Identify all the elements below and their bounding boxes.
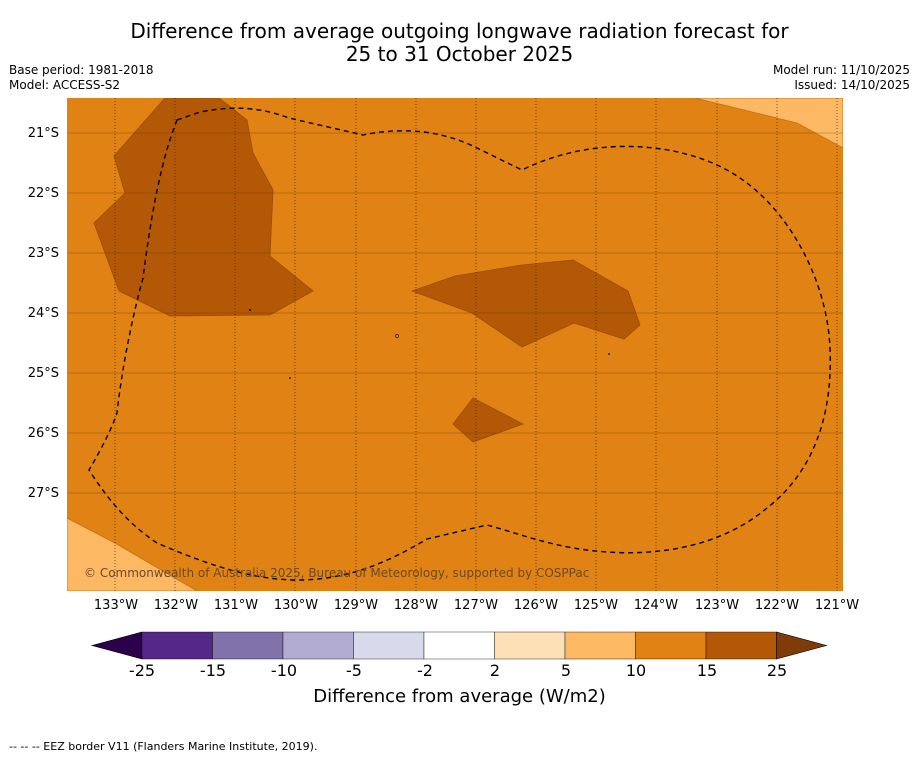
colorbar-tick: 2 — [489, 661, 501, 680]
base-period: Base period: 1981-2018 — [9, 63, 154, 77]
island-marker — [249, 309, 251, 311]
colorbar-tick: 15 — [696, 661, 718, 680]
model-name: Model: ACCESS-S2 — [9, 78, 121, 92]
lon-label: 129°W — [333, 598, 379, 613]
lat-gridlines — [67, 132, 843, 494]
colorbar-tick: -25 — [128, 661, 156, 680]
lon-label: 122°W — [754, 598, 800, 613]
sw-lighter-region — [67, 517, 198, 591]
lat-label: 23°S — [27, 246, 59, 261]
ne-lighter-region — [694, 98, 843, 149]
colorbar-label: Difference from average (W/m2) — [313, 686, 606, 707]
lat-label: 25°S — [27, 366, 59, 381]
colorbar-tick: -2 — [417, 661, 433, 680]
colorbar-tick: -5 — [346, 661, 362, 680]
lat-label: 27°S — [27, 486, 59, 501]
lon-label: 132°W — [153, 598, 199, 613]
issued-date: Issued: 14/10/2025 — [794, 78, 910, 92]
lat-label: 22°S — [27, 186, 59, 201]
island-marker — [608, 353, 610, 355]
colorbar-segment — [282, 631, 354, 660]
lon-label: 131°W — [213, 598, 259, 613]
lon-label: 124°W — [633, 598, 679, 613]
eez-border — [88, 107, 831, 581]
lon-label: 126°W — [513, 598, 559, 613]
colorbar-segment — [564, 631, 636, 660]
meta-left: Base period: 1981-2018 Model: ACCESS-S2 — [9, 63, 154, 93]
nw-darker-region — [93, 98, 314, 317]
lon-label: 125°W — [573, 598, 619, 613]
lon-label: 128°W — [393, 598, 439, 613]
island-marker — [289, 377, 291, 379]
colorbar-tick: 25 — [766, 661, 788, 680]
colorbar-segment — [494, 631, 566, 660]
colorbar-segment — [141, 631, 213, 660]
colorbar-segment — [353, 631, 425, 660]
colorbar-segment — [705, 631, 777, 660]
colorbar-arrow-low — [90, 631, 143, 660]
colorbar-segment — [635, 631, 707, 660]
lat-label: 21°S — [27, 126, 59, 141]
colorbar-tick: 10 — [625, 661, 647, 680]
colorbar-tick: -15 — [199, 661, 227, 680]
colorbar-segment — [423, 631, 495, 660]
eez-legend-footer: -- -- -- EEZ border V11 (Flanders Marine… — [9, 740, 318, 753]
model-run: Model run: 11/10/2025 — [772, 63, 910, 77]
lat-label: 26°S — [27, 426, 59, 441]
south-darker-patch — [452, 397, 524, 443]
copyright-text: © Commonwealth of Australia 2025, Bureau… — [84, 566, 590, 580]
meta-right: Model run: 11/10/2025 Issued: 14/10/2025 — [773, 63, 910, 93]
colorbar — [90, 631, 828, 660]
lon-label: 130°W — [273, 598, 319, 613]
colorbar-arrow-high — [776, 631, 828, 660]
island-marker — [395, 334, 399, 338]
lat-label: 24°S — [27, 306, 59, 321]
title-line-1: Difference from average outgoing longwav… — [130, 19, 789, 43]
central-darker-region — [410, 259, 641, 348]
map-panel — [67, 98, 843, 591]
colorbar-tick: -10 — [270, 661, 298, 680]
lon-gridlines — [114, 98, 838, 591]
lon-label: 127°W — [453, 598, 499, 613]
lon-label: 133°W — [93, 598, 139, 613]
colorbar-tick: 5 — [560, 661, 572, 680]
colorbar-segment — [212, 631, 284, 660]
lon-label: 123°W — [694, 598, 740, 613]
title-line-2: 25 to 31 October 2025 — [345, 42, 574, 66]
lon-label: 121°W — [814, 598, 860, 613]
